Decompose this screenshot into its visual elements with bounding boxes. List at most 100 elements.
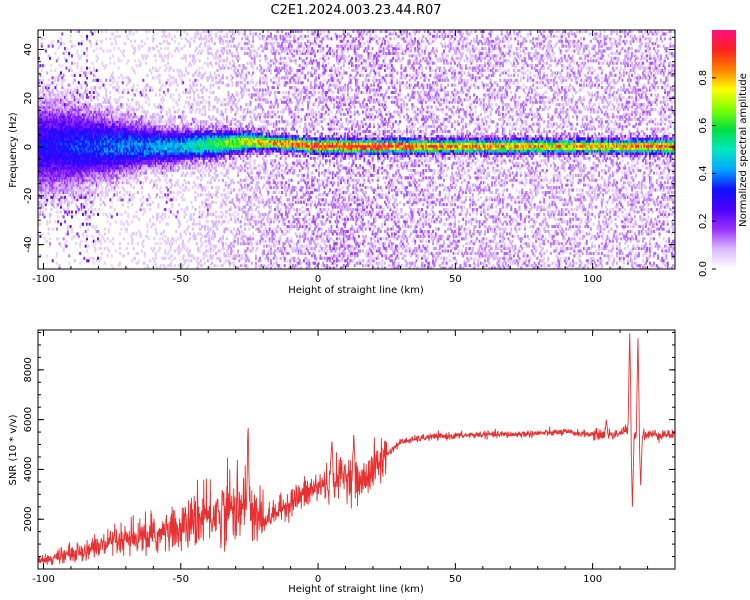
spectrogram-cell: [43, 108, 46, 112]
spectrogram-cell: [98, 159, 101, 163]
spectrogram-cell: [58, 171, 61, 175]
spectrogram-cell: [114, 176, 117, 180]
spectrogram-cell: [76, 166, 79, 170]
spectrogram-cell: [59, 115, 62, 119]
spectrogram-cell: [64, 156, 67, 160]
spectrogram-cell: [154, 54, 157, 58]
spectrogram-cell: [65, 122, 68, 126]
spectrogram-cell: [53, 112, 56, 116]
spectrogram-cell: [58, 103, 61, 107]
spectrogram-cell: [105, 147, 108, 151]
spectrogram-cell: [65, 183, 68, 187]
spectrogram-cell: [147, 103, 150, 107]
spectrogram-cell: [108, 100, 110, 104]
spectrogram-cell: [57, 144, 60, 148]
spectrogram-cell: [54, 134, 57, 138]
spectrogram-cell: [68, 147, 71, 151]
spectrogram-cell: [75, 173, 78, 177]
spectrogram-cell: [189, 54, 191, 58]
spectrogram-cell: [127, 205, 130, 209]
spectrogram-cell: [48, 164, 51, 168]
spectrogram-cell: [161, 120, 164, 124]
spectrogram-cell: [62, 176, 65, 180]
spectrogram-cell: [156, 183, 159, 187]
spectrogram-cell: [76, 232, 79, 236]
spectrogram-cell: [154, 251, 157, 255]
spectrogram-cell: [142, 78, 145, 82]
spectrogram-cell: [119, 242, 121, 246]
spectrogram-cell: [59, 151, 62, 155]
spectrogram-cell: [59, 156, 62, 160]
spectrogram-cell: [58, 120, 61, 124]
spectrogram-cell: [105, 134, 108, 138]
spectrogram-cell: [117, 117, 120, 121]
spectrogram-cell: [84, 137, 87, 141]
spectrogram-cell: [70, 147, 73, 151]
spectrogram-cell: [61, 161, 64, 165]
spectrogram-cell: [86, 47, 89, 51]
spectrogram-cell: [66, 173, 69, 177]
spectrogram-cell: [54, 93, 57, 97]
spectrogram-cell: [42, 151, 45, 155]
spectrogram-cell: [77, 132, 80, 136]
spectrogram-cell: [103, 166, 106, 170]
spectrogram-cell: [77, 156, 80, 160]
spectrogram-cell: [121, 254, 124, 258]
spectrogram-cell: [69, 186, 72, 190]
spectrogram-cell: [121, 166, 124, 170]
spectrogram-cell: [86, 147, 89, 151]
spectrogram-cell: [39, 78, 42, 82]
spectrogram-cell: [80, 34, 83, 38]
spectrogram-cell: [101, 142, 104, 146]
spectrogram-cell: [98, 166, 101, 170]
spectrogram-cell: [53, 149, 56, 153]
spectrogram-cell: [57, 237, 60, 241]
spectrogram-cell: [86, 149, 89, 153]
spectrogram-cell: [48, 151, 51, 155]
spectrogram-cell: [75, 203, 78, 207]
spectrogram-cell: [158, 195, 161, 199]
spectrogram-cell: [42, 86, 45, 90]
spectrogram-cell: [102, 49, 105, 53]
spectrogram-cell: [64, 110, 67, 114]
spectrogram-cell: [102, 144, 105, 148]
spectrogram-cell: [79, 112, 82, 116]
spectrogram-cell: [39, 186, 42, 190]
spectrogram-cell: [92, 156, 95, 160]
spectrogram-cell: [77, 164, 80, 168]
spectrogram-cell: [62, 161, 65, 165]
spectrogram-cell: [86, 76, 89, 80]
spectrogram-cell: [65, 151, 68, 155]
spectrogram-cell: [80, 159, 83, 163]
spectrogram-cell: [88, 144, 91, 148]
spectrogram-cell: [87, 134, 90, 138]
spectrogram-cell: [50, 127, 53, 131]
spectrogram-cell: [116, 129, 119, 134]
spectrogram-cell: [70, 103, 73, 107]
spectrogram-cell: [69, 142, 72, 146]
spectrogram-cell: [105, 212, 108, 216]
spectrogram-cell: [110, 205, 113, 209]
spectrogram-cell: [44, 166, 47, 170]
spectrogram-cell: [101, 190, 104, 194]
spectrogram-cell: [39, 137, 42, 141]
spectrogram-cell: [73, 44, 76, 48]
spectrogram-cell: [47, 181, 50, 185]
spectrogram-cell: [39, 147, 42, 151]
spectrogram-cell: [80, 122, 83, 126]
spectrogram-cell: [70, 105, 73, 109]
spectrogram-cell: [87, 190, 90, 194]
spectrogram-cell: [39, 166, 42, 170]
spectrogram-cell: [79, 139, 82, 143]
spectrogram-cell: [79, 242, 82, 246]
spectrogram-cell: [51, 159, 54, 163]
spectrogram-cell: [72, 93, 75, 97]
spectrogram-cell: [48, 139, 51, 143]
spectrogram-cell: [116, 171, 119, 175]
spectrogram-cell: [46, 144, 49, 148]
spectrogram-cell: [54, 173, 57, 177]
spectrogram-cell: [62, 142, 65, 146]
spectrogram-cell: [88, 169, 91, 173]
spectrogram-cell: [54, 144, 57, 148]
spectrogram-cell: [113, 139, 116, 143]
